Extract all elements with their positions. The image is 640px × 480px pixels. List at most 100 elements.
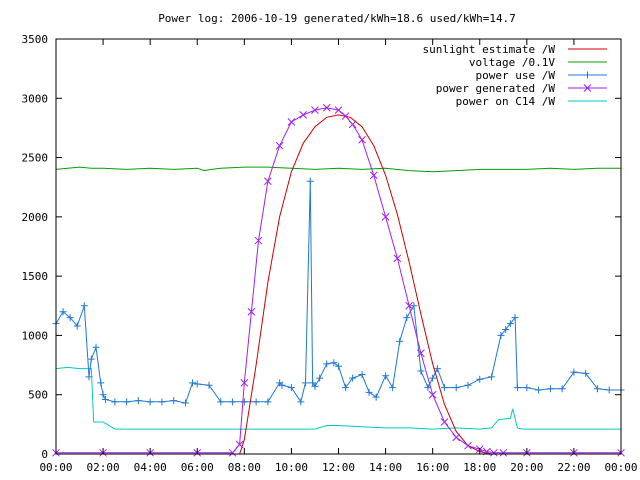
axis-layer: 0 500 1000 1500 2000 2500 3000 3500 00:00 02:00 04… (22, 33, 638, 474)
data-point (341, 112, 350, 120)
data-point (605, 386, 613, 394)
series-sunlight-estimate-w (56, 114, 621, 455)
data-point (252, 398, 260, 406)
series-voltage-0-1v (55, 166, 621, 173)
y-tick-label: 3500 (22, 33, 49, 46)
y-tick-label: 0 (41, 448, 48, 461)
data-point (428, 390, 437, 399)
data-point (372, 393, 380, 401)
data-point (297, 398, 305, 406)
data-point (309, 379, 317, 387)
x-tick-label: 20:00 (510, 461, 543, 474)
data-point (111, 398, 119, 406)
x-tick-label: 08:00 (228, 461, 261, 474)
data-point (240, 379, 249, 387)
series-power-use-w (52, 177, 625, 407)
data-point (181, 399, 189, 407)
data-point (287, 118, 296, 126)
series-layer (52, 103, 625, 457)
data-point (170, 397, 178, 405)
data-point (101, 395, 109, 403)
data-point (499, 448, 508, 457)
legend-label: power generated /W (436, 82, 556, 95)
chart-title: Power log: 2006-10-19 generated/kWh=18.6… (158, 12, 516, 25)
data-point (488, 373, 496, 381)
data-point (452, 433, 461, 442)
y-tick-label: 2000 (22, 211, 49, 224)
series-line (55, 166, 621, 173)
x-tick-label: 00:00 (39, 461, 72, 474)
x-tick-label: 14:00 (369, 461, 402, 474)
legend-marker (583, 84, 592, 92)
data-point (523, 384, 531, 392)
data-point (381, 213, 390, 221)
legend-label: voltage /0.1V (469, 56, 555, 69)
x-tick-label: 02:00 (87, 461, 120, 474)
data-point (275, 141, 284, 150)
x-tick-label: 10:00 (275, 461, 308, 474)
data-point (205, 381, 213, 389)
legend-label: power use /W (476, 69, 556, 82)
data-point (235, 440, 244, 449)
data-point (358, 371, 366, 379)
data-point (278, 381, 286, 389)
series-power-generated-w (52, 103, 625, 457)
series-line (55, 366, 621, 430)
data-point (229, 398, 237, 406)
data-point (323, 360, 331, 368)
data-point (193, 380, 201, 388)
data-point (440, 418, 449, 426)
y-tick-label: 2500 (22, 152, 49, 165)
data-point (302, 379, 310, 387)
data-point (189, 379, 197, 387)
data-point (316, 374, 324, 382)
data-point (429, 374, 437, 382)
data-point (311, 106, 319, 114)
x-tick-label: 22:00 (557, 461, 590, 474)
data-point (264, 398, 272, 406)
data-point (287, 384, 295, 392)
data-point (240, 398, 248, 406)
data-point (476, 375, 484, 383)
data-point (403, 314, 411, 322)
data-point (417, 367, 425, 375)
data-point (464, 441, 472, 450)
data-point (511, 314, 519, 322)
data-point (158, 398, 166, 406)
legend-label: power on C14 /W (456, 95, 556, 108)
data-point (558, 385, 566, 393)
data-point (410, 302, 418, 310)
data-point (306, 177, 314, 185)
data-point (506, 320, 514, 328)
data-point (330, 359, 338, 367)
data-point (335, 362, 342, 370)
data-point (264, 177, 272, 186)
series-line (56, 114, 621, 455)
data-point (497, 331, 505, 339)
data-point (464, 381, 472, 389)
data-point (87, 355, 95, 363)
data-point (123, 398, 131, 406)
data-point (217, 398, 225, 406)
data-point (513, 384, 521, 392)
y-tick-label: 1000 (22, 329, 49, 342)
data-point (254, 236, 263, 245)
data-point (311, 382, 319, 390)
x-tick-label: 18:00 (463, 461, 496, 474)
data-point (382, 372, 390, 380)
data-point (365, 388, 373, 396)
data-point (59, 308, 67, 316)
data-point (396, 337, 404, 345)
data-point (97, 379, 105, 387)
data-point (502, 326, 510, 333)
data-point (593, 385, 601, 393)
y-tick-label: 1500 (22, 270, 49, 283)
data-point (92, 343, 100, 351)
y-tick-label: 500 (28, 389, 48, 402)
data-point (146, 398, 154, 406)
data-point (393, 254, 402, 263)
x-tick-label: 16:00 (416, 461, 449, 474)
x-tick-label: 00:00 (604, 461, 637, 474)
